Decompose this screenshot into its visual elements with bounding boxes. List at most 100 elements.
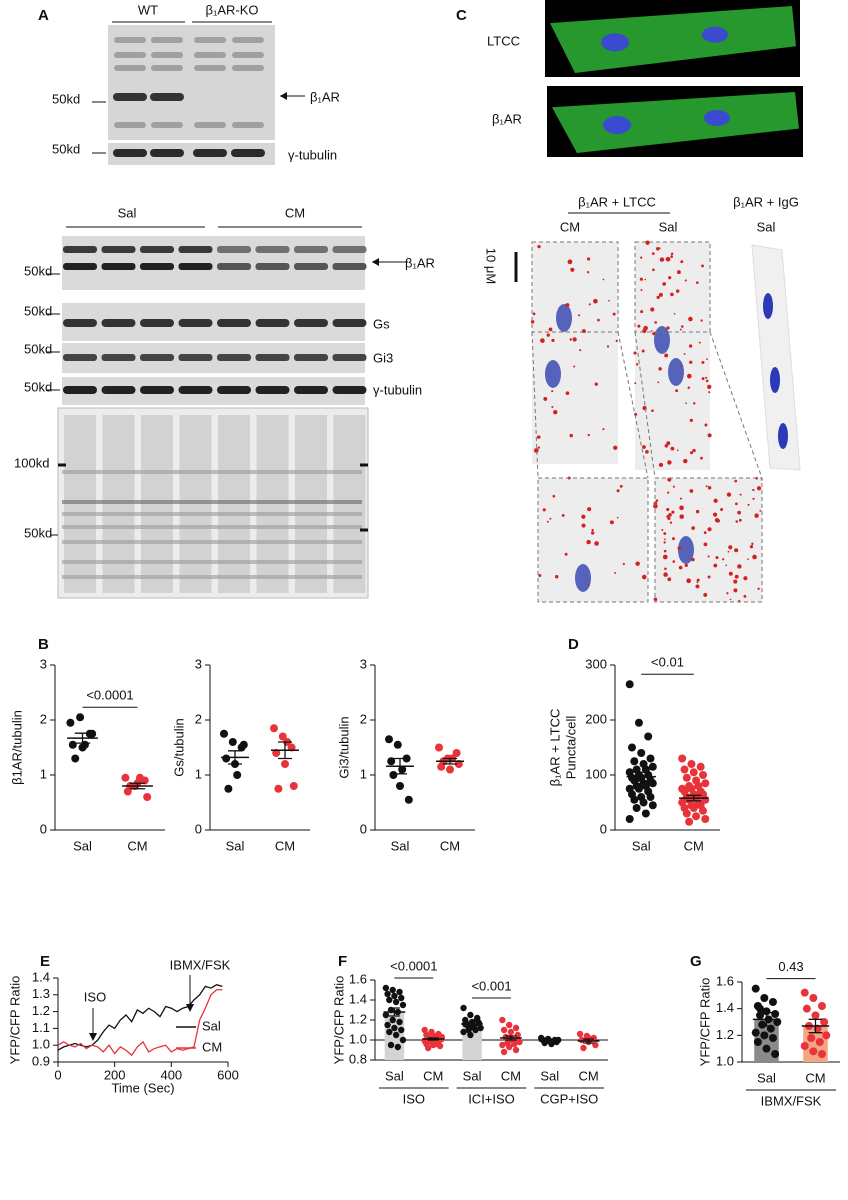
- error-bar: [466, 1021, 478, 1027]
- speck: [703, 592, 708, 597]
- speck: [564, 552, 568, 556]
- speck: [581, 329, 586, 334]
- dot: [135, 773, 144, 782]
- speck: [679, 328, 682, 331]
- band: [101, 354, 136, 361]
- speck: [641, 349, 645, 353]
- y-tick-label: 2: [195, 711, 202, 726]
- speck: [641, 574, 647, 580]
- dot: [382, 984, 390, 992]
- x-tick-label: Sal: [226, 838, 245, 853]
- speck: [639, 277, 643, 281]
- speck: [726, 592, 729, 595]
- speck: [587, 507, 592, 512]
- speck: [683, 458, 688, 464]
- error-bar: [633, 771, 649, 782]
- band: [114, 37, 146, 43]
- speck: [561, 513, 565, 517]
- speck: [663, 572, 668, 577]
- cell-image: [538, 478, 648, 602]
- y-tick-label: 0.8: [349, 1051, 367, 1066]
- dot: [396, 1018, 403, 1026]
- dot: [807, 1034, 816, 1042]
- speck: [640, 256, 643, 259]
- band: [151, 52, 183, 58]
- error-bar: [808, 1018, 823, 1034]
- band: [255, 386, 290, 394]
- nucleus: [603, 116, 631, 135]
- dot: [632, 804, 641, 812]
- legend-label: Sal: [202, 1018, 221, 1033]
- x-tick-label: Sal: [632, 838, 651, 853]
- nucleus: [702, 26, 728, 43]
- x-tick-label: CM: [501, 1068, 521, 1083]
- speck: [537, 446, 541, 449]
- speck: [707, 384, 712, 389]
- dot: [685, 817, 694, 826]
- band: [332, 246, 367, 253]
- dot: [701, 815, 710, 823]
- x-tick-label: CM: [684, 838, 704, 853]
- speck: [593, 298, 598, 304]
- dot: [630, 757, 639, 766]
- speck: [652, 332, 656, 336]
- band: [63, 319, 97, 327]
- error-bar: [583, 1038, 595, 1044]
- band: [255, 246, 290, 253]
- speck: [542, 508, 546, 512]
- band: [231, 149, 265, 157]
- dot: [460, 1004, 467, 1012]
- y-tick-label: 1.1: [32, 1020, 50, 1035]
- dot: [698, 806, 707, 815]
- dot: [822, 1031, 831, 1040]
- band: [178, 319, 213, 327]
- dot: [499, 1016, 506, 1024]
- speck: [752, 497, 755, 500]
- dot: [756, 1011, 765, 1020]
- dot: [625, 680, 634, 689]
- speck: [701, 360, 705, 364]
- band: [232, 65, 264, 71]
- dot: [648, 779, 657, 788]
- dot: [500, 1026, 508, 1034]
- speck: [733, 579, 738, 584]
- band: [140, 246, 174, 253]
- y-axis-label: β1AR/tubulin: [9, 710, 24, 785]
- row-label: β₁AR: [492, 111, 522, 126]
- dot: [682, 773, 691, 782]
- cell: [552, 92, 799, 153]
- speck: [565, 391, 570, 396]
- y-tick-label: 1: [360, 766, 367, 781]
- speck: [734, 574, 739, 579]
- y-axis-label: Puncta/cell: [563, 716, 578, 780]
- speck: [688, 316, 693, 322]
- band: [178, 386, 213, 394]
- speck: [670, 446, 675, 451]
- speck: [679, 514, 684, 519]
- x-tick-label: CM: [805, 1070, 825, 1085]
- nucleus: [654, 326, 670, 354]
- band: [101, 386, 136, 394]
- dot: [385, 735, 393, 744]
- speck: [689, 418, 693, 422]
- band: [294, 246, 328, 253]
- speck: [637, 324, 641, 328]
- y-tick-label: 1.0: [716, 1053, 734, 1068]
- p-value: <0.01: [651, 655, 684, 670]
- band: [232, 122, 264, 128]
- speck: [737, 564, 742, 569]
- speck: [642, 445, 646, 449]
- dot: [143, 793, 152, 801]
- panel-letter: C: [456, 7, 467, 24]
- speck: [657, 381, 660, 384]
- speck: [707, 575, 711, 579]
- speck: [651, 409, 654, 412]
- dot: [274, 784, 283, 793]
- speck: [714, 513, 717, 516]
- speck: [616, 489, 620, 493]
- annotation: IBMX/FSK: [170, 957, 231, 972]
- speck: [533, 448, 539, 453]
- speck: [695, 281, 699, 285]
- speck: [757, 587, 760, 590]
- dot: [386, 1028, 393, 1036]
